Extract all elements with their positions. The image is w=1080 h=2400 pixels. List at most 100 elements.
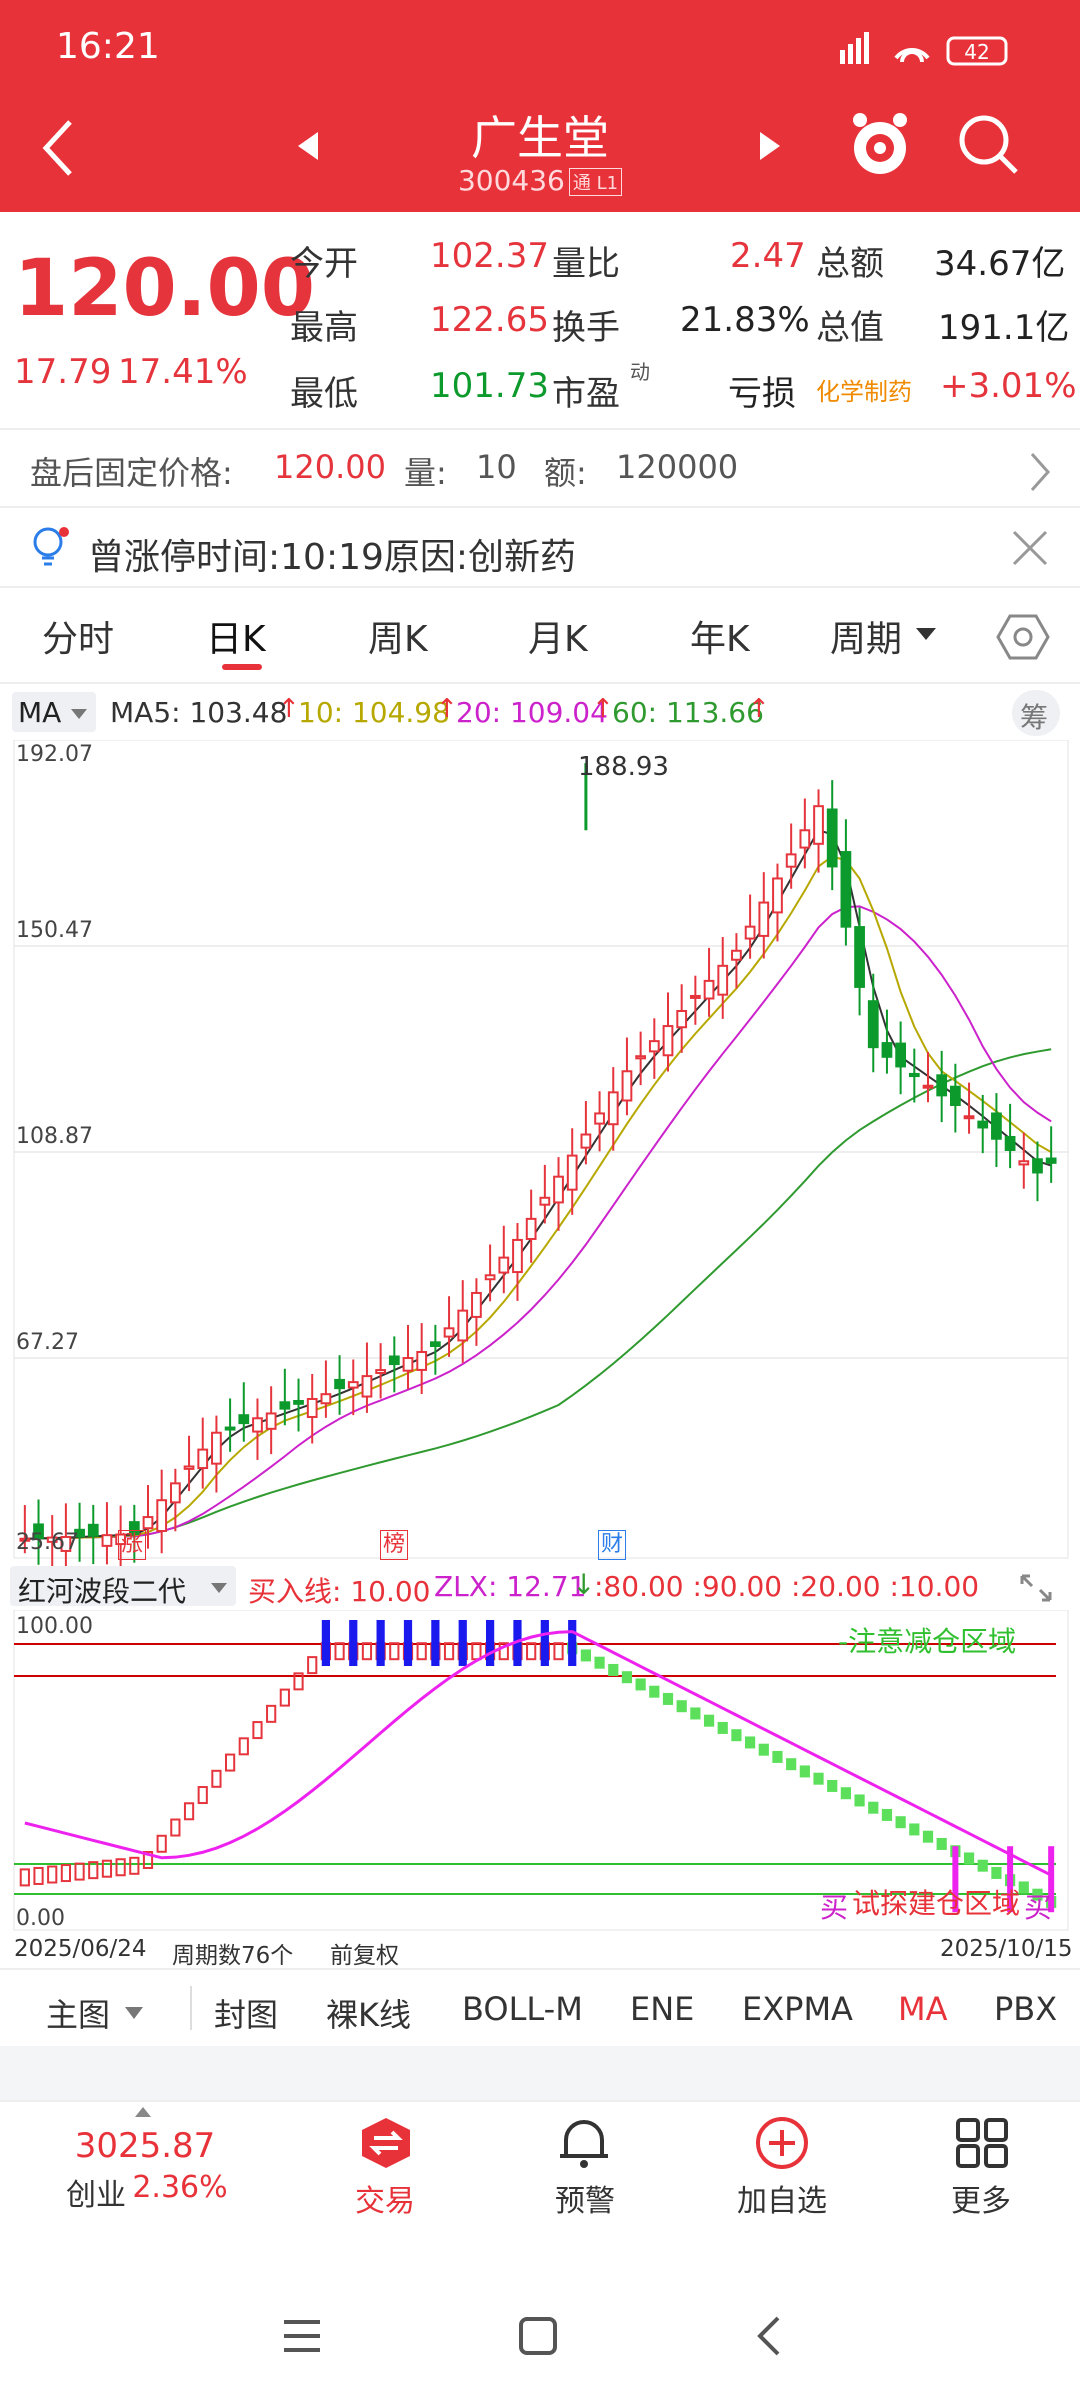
indicator-bar (731, 1729, 742, 1742)
tool-expma[interactable]: EXPMA (742, 1990, 853, 2028)
search-icon[interactable] (956, 112, 1020, 176)
ma10-arrow-icon: ↑ (436, 694, 458, 724)
back-nav-icon[interactable] (754, 2314, 784, 2358)
adjust-mode[interactable]: 前复权 (330, 1943, 399, 1969)
index-change[interactable]: 2.36% (132, 2170, 228, 2205)
market-tag: 通 L1 (568, 168, 623, 196)
pe-sup: 动 (630, 360, 650, 384)
industry-name[interactable]: 化学制药 (816, 378, 912, 406)
tab-daily-k[interactable]: 日K (206, 619, 266, 660)
settings-icon[interactable] (996, 612, 1050, 662)
marker-finance[interactable]: 财 (598, 1530, 626, 1560)
candle-body (635, 1055, 647, 1060)
bell-icon[interactable] (556, 2116, 612, 2170)
expand-icon[interactable] (1016, 1570, 1056, 1606)
candle-body (895, 1042, 907, 1068)
candle-body (826, 808, 838, 868)
trade-label[interactable]: 交易 (355, 2184, 415, 2219)
caret-down-icon (125, 2007, 143, 2019)
tab-yearly-k[interactable]: 年K (690, 619, 750, 660)
indicator-bar (170, 1818, 181, 1837)
candle-body (676, 1010, 688, 1029)
y-tick-top: 192.07 (16, 742, 93, 767)
index-name[interactable]: 创业 (66, 2178, 126, 2213)
tool-main[interactable]: 主图 (46, 1996, 111, 2034)
back-icon[interactable] (40, 118, 80, 178)
candle-body (142, 1516, 154, 1530)
divider (0, 2100, 1080, 2102)
mascot-icon[interactable] (848, 108, 912, 180)
x-end-date: 2025/10/15 (940, 1936, 1073, 1962)
marker-limit-up[interactable]: 涨 (118, 1530, 146, 1560)
indicator-bar (963, 1852, 975, 1865)
candle-body (731, 949, 742, 961)
chevron-right-icon[interactable] (1028, 452, 1052, 492)
tool-seal[interactable]: 封图 (214, 1996, 279, 2034)
ma10-value: 10: 104.98 (298, 696, 450, 729)
indicator-bar (266, 1704, 277, 1723)
indicator-bar (649, 1685, 660, 1698)
indicator-bar (88, 1861, 99, 1880)
pe-value: 亏损 (728, 374, 796, 414)
indicator-chart[interactable] (0, 1610, 1080, 1936)
close-icon[interactable] (1012, 530, 1048, 566)
candle-body (908, 1072, 920, 1078)
ma5-arrow-icon: ↑ (278, 694, 300, 724)
grid-icon[interactable] (954, 2116, 1010, 2170)
candle-body (115, 1533, 127, 1546)
tab-weekly-k[interactable]: 周K (368, 619, 428, 660)
candle-body (813, 805, 824, 845)
max-price-label: 188.93 (578, 752, 669, 782)
candle-body (361, 1375, 373, 1398)
candle-body (457, 1309, 469, 1342)
trade-icon[interactable] (358, 2116, 414, 2170)
ma5-line (24, 829, 1052, 1540)
chip-button[interactable] (1012, 690, 1060, 736)
indicator-bar (676, 1700, 687, 1713)
after-hours-label: 盘后固定价格: (30, 454, 233, 492)
volume-ratio-value: 2.47 (730, 236, 806, 276)
tool-pbx[interactable]: PBX (994, 1990, 1058, 2028)
indicator-bar (526, 1642, 537, 1661)
tab-monthly-k[interactable]: 月K (528, 619, 588, 660)
industry-change[interactable]: +3.01% (940, 366, 1077, 406)
menu-icon[interactable] (282, 2318, 322, 2354)
candle-body (443, 1327, 455, 1338)
candle-body (169, 1482, 181, 1504)
next-stock-icon[interactable] (758, 130, 782, 162)
home-icon[interactable] (518, 2316, 558, 2356)
signal-bar (458, 1620, 467, 1666)
add-circle-icon[interactable] (754, 2116, 810, 2170)
battery-level: 42 (964, 40, 989, 64)
alert-label[interactable]: 预警 (555, 2184, 615, 2219)
indicator-bar (33, 1866, 44, 1885)
indicator-bar (594, 1656, 605, 1669)
prev-stock-icon[interactable] (296, 130, 320, 162)
indicator-bar (197, 1786, 208, 1805)
add-watchlist-label[interactable]: 加自选 (737, 2184, 827, 2219)
tool-ene[interactable]: ENE (630, 1990, 695, 2028)
index-value[interactable]: 3025.87 (74, 2126, 216, 2166)
caret-up-icon (135, 2107, 151, 2117)
tool-naked-k[interactable]: 裸K线 (326, 1996, 411, 2034)
candle-body (498, 1256, 510, 1274)
indicator-bar (758, 1743, 769, 1756)
indicator-bar (813, 1772, 824, 1785)
tool-boll[interactable]: BOLL-M (462, 1990, 583, 2028)
open-label: 今开 (290, 244, 358, 284)
tab-period[interactable]: 周期 (830, 619, 903, 660)
volume-ratio-label: 量比 (552, 244, 620, 284)
more-label[interactable]: 更多 (951, 2184, 1011, 2219)
after-hours-amt: 120000 (616, 448, 739, 486)
tab-timeshare[interactable]: 分时 (42, 619, 115, 660)
kline-chart[interactable] (0, 740, 1080, 1570)
candle-body (594, 1112, 605, 1125)
indicator-bar (19, 1868, 30, 1887)
indicator-select[interactable] (10, 1566, 236, 1606)
marker-list[interactable]: 榜 (380, 1530, 408, 1560)
app-header: 16:21 42 广生堂 300436 通 L1 (0, 0, 1080, 212)
lightbulb-icon (33, 527, 69, 566)
indicator-bar (416, 1642, 427, 1661)
tool-ma[interactable]: MA (898, 1990, 948, 2028)
turnover-value: 21.83% (680, 300, 810, 340)
